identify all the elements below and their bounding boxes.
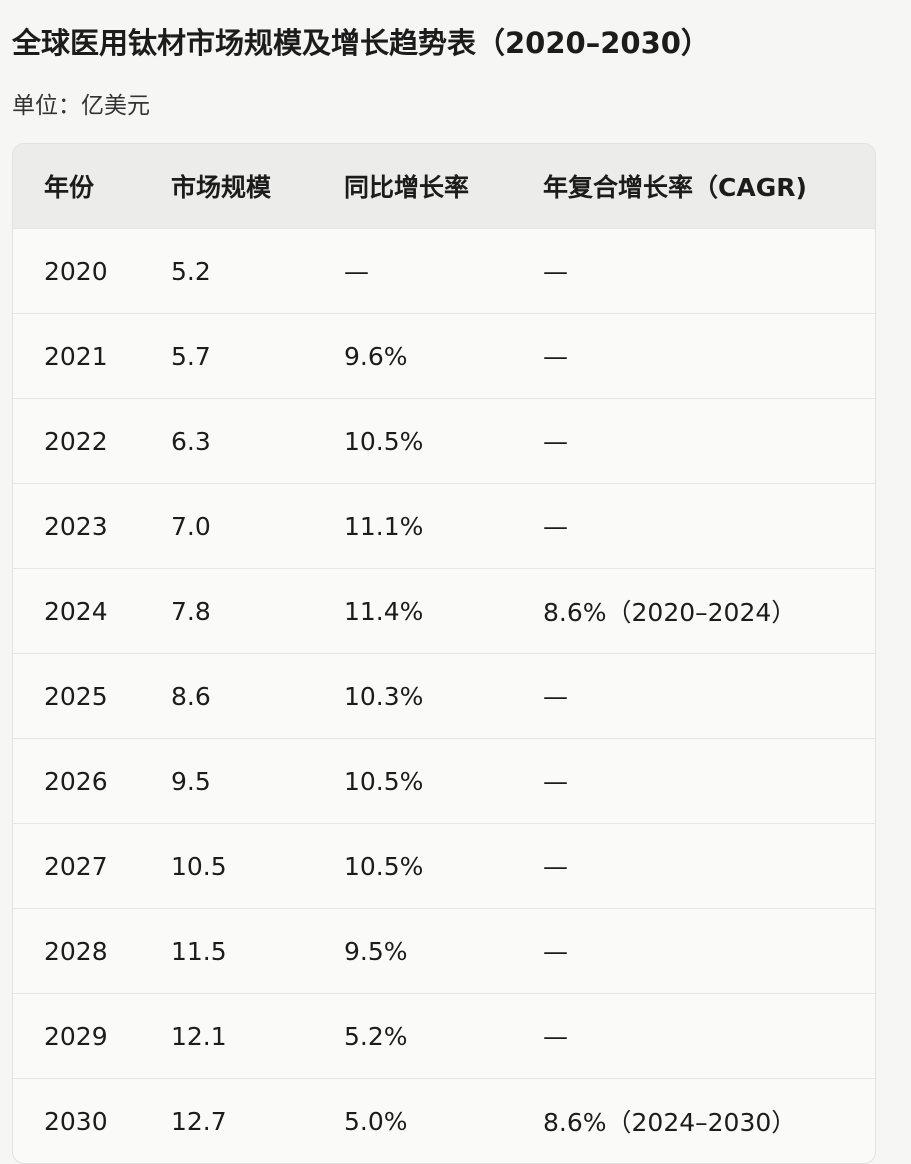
table-cell: 8.6%（2024–2030） [543,1108,797,1137]
table-cell: — [543,681,568,711]
table-row: 2022 6.3 10.5% — [13,398,875,483]
table-cell: 11.1% [344,511,424,541]
header-cell: 年份 [44,173,95,202]
table-row: 2024 7.8 11.4% 8.6%（2020–2024） [13,568,875,653]
table-cell: 10.5% [344,426,424,456]
table-cell: 11.5 [171,936,227,966]
table-row: 2023 7.0 11.1% — [13,483,875,568]
table-cell: 2026 [44,766,108,796]
table-cell: 2025 [44,681,108,711]
table-cell: 7.0 [171,511,211,541]
header-row: 年份 市场规模 同比增长率 年复合增长率（CAGR) [13,144,875,228]
table-cell: 10.5% [344,766,424,796]
table-cell: 7.8 [171,596,211,626]
table-cell: 10.3% [344,681,424,711]
table-row: 2021 5.7 9.6% — [13,313,875,398]
title: 全球医用钛材市场规模及增长趋势表（2020–2030） [12,26,710,60]
table-cell: 12.1 [171,1021,227,1051]
table-cell: 2020 [44,256,108,286]
table-cell: — [543,936,568,966]
table-row: 2026 9.5 10.5% — [13,738,875,823]
table-cell: — [543,426,568,456]
unit-note: 单位：亿美元 [12,93,150,119]
table-row: 2028 11.5 9.5% — [13,908,875,993]
table-cell: 2021 [44,341,108,371]
header-cell: 同比增长率 [344,173,470,202]
header-cell: 年复合增长率（CAGR) [543,173,807,202]
table-cell: 6.3 [171,426,211,456]
table-cell: 2028 [44,936,108,966]
table-cell: 9.6% [344,341,408,371]
table-cell: 2024 [44,596,108,626]
table-cell: 9.5 [171,766,211,796]
table-cell: 2029 [44,1021,108,1051]
table-cell: 5.2% [344,1021,408,1051]
table-row: 2029 12.1 5.2% — [13,993,875,1078]
table-cell: 8.6 [171,681,211,711]
table-cell: — [543,1021,568,1051]
table-row: 2020 5.2 — — [13,228,875,313]
table-cell: — [543,851,568,881]
table-cell: 5.7 [171,341,211,371]
table-cell: — [543,341,568,371]
table: 年份 市场规模 同比增长率 年复合增长率（CAGR) 2020 5.2 — — 2021 5.7 9… [12,143,876,1164]
table-cell: 12.7 [171,1106,227,1136]
table-cell: — [344,256,369,286]
table-cell: 5.0% [344,1106,408,1136]
table-cell: 11.4% [344,596,424,626]
table-cell: — [543,766,568,796]
table-cell: 2023 [44,511,108,541]
table-row: 2027 10.5 10.5% — [13,823,875,908]
table-row: 2025 8.6 10.3% — [13,653,875,738]
table-cell: 2030 [44,1106,108,1136]
table-cell: — [543,256,568,286]
table-cell: 5.2 [171,256,211,286]
header-cell: 市场规模 [171,173,272,202]
table-cell: 10.5% [344,851,424,881]
table-cell: 2022 [44,426,108,456]
table-cell: 2027 [44,851,108,881]
table-cell: 8.6%（2020–2024） [543,598,797,627]
table-row: 2030 12.7 5.0% 8.6%（2024–2030） [13,1078,875,1163]
table-cell: 9.5% [344,936,408,966]
table-cell: 10.5 [171,851,227,881]
table-cell: — [543,511,568,541]
